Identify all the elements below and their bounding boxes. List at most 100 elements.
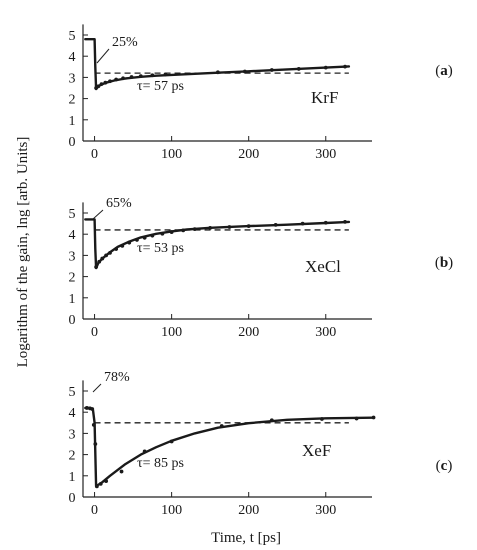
data-point [343,64,347,69]
x-tick-label: 0 [91,147,98,162]
y-tick-label: 0 [69,313,76,328]
data-point [142,235,147,240]
y-tick-label: 3 [69,71,76,86]
x-tick-label: 200 [238,503,259,518]
y-tick-label: 4 [69,228,76,243]
data-point [296,67,301,71]
panel-label-open: ( [435,255,440,271]
y-tick-label: 0 [69,135,76,150]
data-point [169,230,174,234]
panel-label-close: ) [448,63,453,79]
data-point [108,250,112,255]
y-tick-label: 5 [69,385,76,400]
panel-label-letter: a [440,63,448,79]
data-point [323,65,328,70]
fit-line-XeF [84,406,374,488]
data-point [114,247,119,251]
data-point [121,76,125,81]
data-point [354,416,359,421]
y-tick-label: 5 [69,207,76,222]
data-point [163,72,168,77]
data-point [93,442,98,446]
data-point [94,265,99,269]
x-tick-label: 300 [315,503,336,518]
panel-label-letter: b [440,255,448,271]
percent-leader-line [96,48,110,64]
data-point [90,407,95,411]
data-point [242,69,247,74]
y-tick-label: 4 [69,50,76,65]
panel-label-open: ( [435,63,440,79]
panel-label: (c) [436,458,453,474]
gas-label: XeCl [305,257,341,276]
fit-line-XeCl [84,218,351,270]
percent-leader-line [92,383,102,393]
data-point [215,70,220,75]
x-axis-title: Time, t [ps] [211,530,281,546]
data-point [127,240,132,245]
percent-annotation: 78% [104,370,130,385]
data-point [119,469,124,474]
tau-annotation: τ= 57 ps [137,79,184,94]
data-point [169,439,174,444]
y-tick-label: 5 [69,29,76,44]
data-point [343,220,347,224]
y-tick-label: 3 [69,427,76,442]
x-tick-label: 0 [91,503,98,518]
x-tick-label: 200 [238,325,259,340]
data-point [104,253,109,258]
panel-label-open: ( [436,458,441,474]
x-tick-label: 300 [315,147,336,162]
percent-annotation: 25% [112,35,138,50]
y-tick-label: 0 [69,491,76,506]
x-tick-label: 200 [238,147,259,162]
data-point [150,73,155,78]
x-tick-label: 100 [161,325,182,340]
data-point [100,256,105,261]
data-point [300,221,305,226]
data-point [192,227,197,232]
data-point [99,82,104,87]
gas-label: KrF [311,88,338,107]
data-point [323,220,328,225]
data-point [269,418,274,423]
x-tick-label: 300 [315,325,336,340]
data-point [114,77,119,82]
data-point [208,225,213,230]
panel-label: (a) [435,63,453,79]
x-tick-label: 0 [91,325,98,340]
data-point [150,233,155,238]
percent-leader-line [92,209,104,220]
data-point [108,79,112,84]
panel-a: 0 1 2 3 4 5 0 100 200 300 25% τ= 57 ps KrF (a) [69,24,453,162]
y-tick-label: 3 [69,249,76,264]
data-point [246,224,251,229]
panel-b: 0 1 2 3 4 5 0 100 200 300 65% τ= 53 ps XeCl (b) [69,196,454,340]
data-point [98,481,103,486]
tau-annotation: τ= 53 ps [137,241,184,256]
data-point [219,424,224,428]
data-point [120,243,125,248]
y-axis-title: Logarithm of the gain, lng [arb. Units] [15,137,31,368]
x-tick-label: 100 [161,503,182,518]
panel-label-close: ) [447,458,452,474]
data-point [269,68,274,72]
data-point [97,259,102,264]
panel-label-letter: c [441,458,448,474]
panel-label-close: ) [448,255,453,271]
data-point [142,449,147,454]
data-point [104,479,109,483]
data-point [103,80,108,85]
data-point [138,74,143,79]
data-point [96,84,101,89]
y-tick-label: 2 [69,271,76,286]
tau-annotation: τ= 85 ps [137,456,184,471]
x-tick-label: 100 [161,147,182,162]
data-point [160,231,165,236]
y-tick-label: 1 [69,114,76,129]
data-point [84,406,89,410]
panel-label: (b) [435,255,453,271]
data-point [320,417,324,421]
